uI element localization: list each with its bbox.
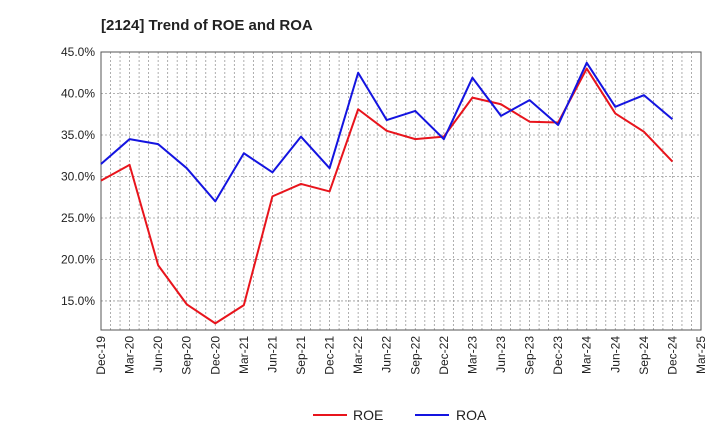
y-tick-label: 45.0% [61, 45, 95, 59]
chart-title: [2124] Trend of ROE and ROA [101, 17, 313, 34]
x-tick-label: Dec-23 [551, 336, 565, 375]
y-tick-label: 35.0% [61, 128, 95, 142]
legend-roa-label: ROA [456, 407, 487, 423]
x-tick-label: Mar-23 [465, 336, 479, 374]
x-tick-label: Jun-21 [265, 336, 279, 373]
x-tick-label: Dec-24 [665, 336, 679, 375]
x-tick-label: Dec-20 [208, 336, 222, 375]
x-tick-label: Dec-22 [437, 336, 451, 375]
y-tick-label: 30.0% [61, 169, 95, 183]
x-tick-label: Jun-23 [494, 336, 508, 373]
y-tick-label: 15.0% [61, 294, 95, 308]
x-tick-label: Jun-20 [151, 336, 165, 373]
x-tick-label: Mar-20 [123, 336, 137, 374]
x-tick-label: Mar-22 [351, 336, 365, 374]
x-tick-label: Mar-21 [237, 336, 251, 374]
x-tick-label: Sep-23 [523, 336, 537, 375]
plot-area: 15.0% 20.0% 25.0% 30.0% 35.0% 40.0% 45.0% Dec-1… [61, 45, 708, 375]
x-tick-label: Mar-25 [694, 336, 708, 374]
y-tick-label: 40.0% [61, 86, 95, 100]
x-tick-label: Dec-19 [94, 336, 108, 375]
x-tick-label: Dec-21 [323, 336, 337, 375]
y-tick-label: 25.0% [61, 211, 95, 225]
x-tick-label: Sep-21 [294, 336, 308, 375]
x-tick-label: Sep-24 [637, 336, 651, 375]
y-tick-label: 20.0% [61, 252, 95, 266]
x-tick-label: Sep-22 [408, 336, 422, 375]
x-tick-label: Mar-24 [580, 336, 594, 374]
x-tick-label: Jun-22 [380, 336, 394, 373]
legend-roe-label: ROE [353, 407, 383, 423]
legend: ROE ROA [313, 407, 487, 423]
plot-frame [100, 51, 702, 331]
x-tick-label: Sep-20 [180, 336, 194, 375]
x-tick-label: Jun-24 [608, 336, 622, 373]
